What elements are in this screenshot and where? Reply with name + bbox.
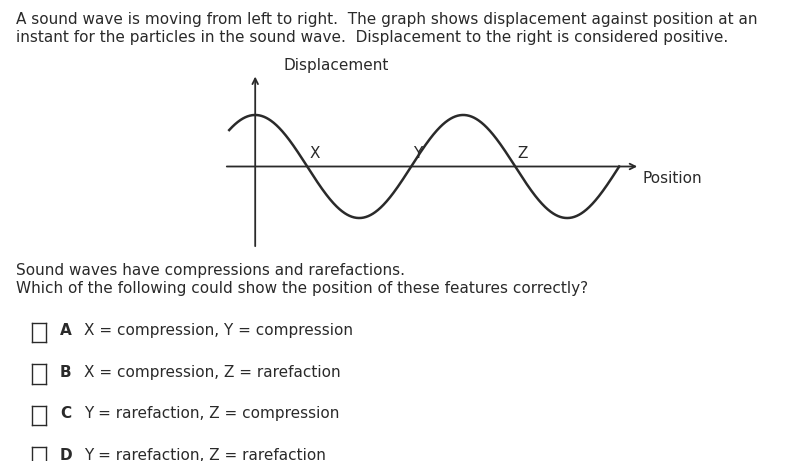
Text: Y = rarefaction, Z = compression: Y = rarefaction, Z = compression — [84, 407, 339, 421]
Text: A: A — [60, 324, 72, 338]
Text: B: B — [60, 365, 72, 380]
Text: Which of the following could show the position of these features correctly?: Which of the following could show the po… — [16, 281, 588, 296]
Text: X = compression, Y = compression: X = compression, Y = compression — [84, 324, 353, 338]
Text: Position: Position — [642, 171, 702, 186]
Text: X: X — [310, 146, 320, 161]
Text: A sound wave is moving from left to right.  The graph shows displacement against: A sound wave is moving from left to righ… — [16, 12, 758, 27]
Text: Z: Z — [518, 146, 528, 161]
Text: C: C — [60, 407, 71, 421]
Text: instant for the particles in the sound wave.  Displacement to the right is consi: instant for the particles in the sound w… — [16, 30, 728, 45]
Text: D: D — [60, 448, 73, 461]
Text: Sound waves have compressions and rarefactions.: Sound waves have compressions and rarefa… — [16, 263, 405, 278]
Text: Y: Y — [414, 146, 422, 161]
Text: Y = rarefaction, Z = rarefaction: Y = rarefaction, Z = rarefaction — [84, 448, 326, 461]
Text: Displacement: Displacement — [283, 58, 389, 73]
Text: X = compression, Z = rarefaction: X = compression, Z = rarefaction — [84, 365, 341, 380]
